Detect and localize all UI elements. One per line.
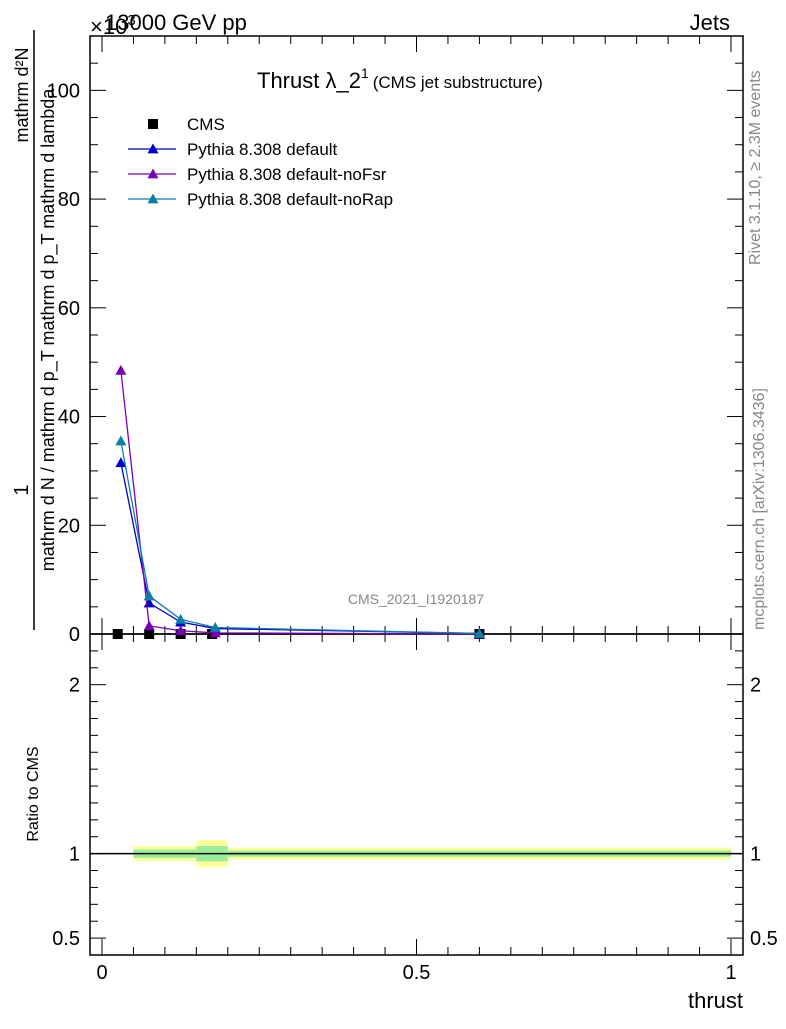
xtick-label: 0: [96, 962, 107, 984]
ratio-ytick-label: 2: [69, 675, 80, 697]
series-pythia-8-308-default: [115, 457, 485, 638]
xtick-label: 0.5: [403, 962, 431, 984]
legend-marker: [147, 143, 159, 154]
legend-marker: [147, 168, 159, 179]
ratio-ytick-label-right: 2: [750, 675, 761, 697]
series-point: [143, 590, 155, 601]
data-series: [112, 364, 485, 639]
axis-ticks: [90, 35, 743, 955]
main-y-axis-label: 1 mathrm d N / mathrm d p_T mathrm d p_T…: [11, 30, 59, 630]
main-ytick-label: 100: [47, 80, 80, 102]
header-process: Jets: [690, 10, 730, 35]
x-axis-label: thrust: [688, 988, 743, 1013]
legend-marker: [147, 193, 159, 204]
ratio-y-axis-label: Ratio to CMS: [25, 746, 42, 841]
legend-marker: [148, 119, 158, 129]
header-energy: 13000 GeV pp: [105, 10, 247, 35]
legend: CMS Pythia 8.308 default Pythia 8.308 defa…: [128, 115, 393, 209]
ratio-ytick-label-right: 0.5: [750, 928, 778, 950]
series-point: [115, 457, 127, 468]
series-point: [115, 364, 127, 375]
ratio-plot-frame: [89, 633, 744, 956]
legend-label: CMS: [187, 115, 225, 134]
main-ytick-label: 40: [58, 407, 80, 429]
legend-label: Pythia 8.308 default-noFsr: [187, 165, 387, 184]
series-point: [209, 627, 221, 638]
ylabel-denominator: mathrm d N / mathrm d p_T mathrm d p_T m…: [38, 88, 59, 571]
xtick-label: 1: [725, 962, 736, 984]
cms-point: [112, 629, 123, 639]
rivet-label: Rivet 3.1.10, ≥ 2.3M events: [747, 70, 764, 265]
main-ytick-label: 60: [58, 298, 80, 320]
mcplots-label: mcplots.cern.ch [arXiv:1306.3436]: [751, 388, 768, 630]
series-pythia-8-308-default-norap: [115, 435, 485, 638]
legend-label: Pythia 8.308 default: [187, 140, 338, 159]
main-ytick-label: 80: [58, 189, 80, 211]
series-point: [175, 625, 187, 636]
series-line: [120, 462, 480, 635]
series-point: [473, 627, 485, 638]
series-point: [115, 435, 127, 446]
legend-entry-cms: CMS: [148, 115, 225, 134]
axis-tick-labels: 0 20 40 60 80 100 0 0.5 1 0.5 0.5 1 1 2 2: [47, 80, 778, 984]
legend-entry-pythia-8-308-default-norap: Pythia 8.308 default-noRap: [128, 190, 393, 209]
ratio-ytick-label-right: 1: [750, 844, 761, 866]
legend-entry-pythia-8-308-default: Pythia 8.308 default: [128, 140, 338, 159]
ratio-ytick-label: 1: [69, 844, 80, 866]
cms-point: [144, 629, 155, 639]
ylabel-top: mathrm d²N: [12, 47, 32, 142]
ratio-ytick-label: 0.5: [52, 928, 80, 950]
legend-label: Pythia 8.308 default-noRap: [187, 190, 393, 209]
ylabel-numerator: 1: [11, 484, 33, 495]
header-exponent: ×103: [90, 12, 136, 39]
main-ytick-label: 20: [58, 515, 80, 537]
series-point: [143, 620, 155, 631]
analysis-watermark: CMS_2021_I1920187: [348, 591, 484, 607]
plot-title: Thrust λ_21 (CMS jet substructure): [257, 65, 543, 93]
series-point: [209, 621, 221, 632]
series-point: [175, 613, 187, 624]
legend-entry-pythia-8-308-default-nofsr: Pythia 8.308 default-noFsr: [128, 165, 387, 184]
main-ytick-label: 0: [69, 624, 80, 646]
